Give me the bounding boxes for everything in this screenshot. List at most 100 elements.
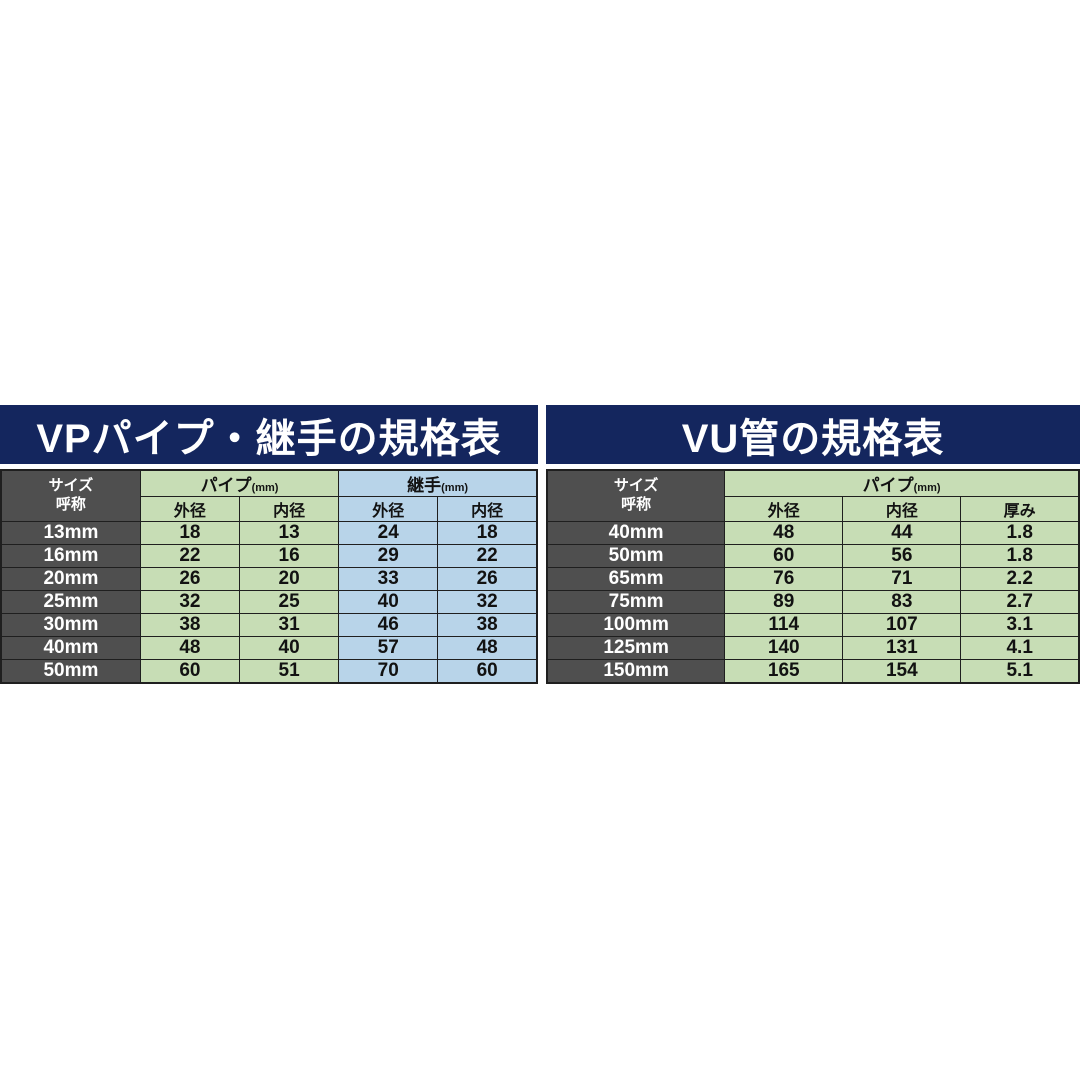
- vp-joint-od-header: 外径: [338, 496, 439, 522]
- row-size-label: 100mm: [546, 613, 726, 637]
- joint-group-label: 継手: [407, 476, 442, 495]
- pipe-thickness-value: 2.2: [960, 567, 1080, 591]
- vu-header-row-groups: サイズ 呼称 パイプ(mm): [546, 469, 1080, 522]
- joint-od-value: 33: [338, 567, 439, 591]
- joint-group-unit: (mm): [441, 482, 469, 494]
- table-row: 65mm 76 71 2.2: [546, 567, 1080, 591]
- pipe-group-label: パイプ: [200, 476, 252, 495]
- pipe-od-value: 48: [139, 636, 241, 660]
- row-size-label: 75mm: [546, 590, 726, 614]
- pipe-group-unit: (mm): [913, 482, 941, 494]
- size-header-line2: 呼称: [621, 496, 652, 513]
- table-row: 75mm 89 83 2.7: [546, 590, 1080, 614]
- vu-pipe-od-header: 外径: [724, 496, 844, 522]
- size-header-line2: 呼称: [55, 496, 86, 513]
- joint-id-value: 38: [437, 613, 538, 637]
- table-row: 25mm 32 25 40 32: [0, 590, 538, 614]
- table-row: 40mm 48 40 57 48: [0, 636, 538, 660]
- pipe-thickness-value: 4.1: [960, 636, 1080, 660]
- joint-od-value: 57: [338, 636, 439, 660]
- vu-spec-table: サイズ 呼称 パイプ(mm) 外径 内径 厚み 40mm 48 44 1.: [546, 469, 1080, 684]
- pipe-id-value: 107: [842, 613, 962, 637]
- pipe-group-label: パイプ: [862, 476, 914, 495]
- joint-id-value: 32: [437, 590, 538, 614]
- pipe-od-value: 60: [724, 544, 844, 568]
- row-size-label: 25mm: [0, 590, 141, 614]
- row-size-label: 30mm: [0, 613, 141, 637]
- pipe-group-unit: (mm): [251, 482, 279, 494]
- vu-table-block: VU管の規格表 サイズ 呼称 パイプ(mm) 外径 内径: [546, 405, 1080, 684]
- vp-header-row-groups: サイズ 呼称 パイプ(mm) 継手(mm): [0, 469, 538, 522]
- size-header-line1: サイズ: [48, 477, 94, 495]
- pipe-thickness-value: 1.8: [960, 521, 1080, 545]
- table-row: 30mm 38 31 46 38: [0, 613, 538, 637]
- vp-table-block: VPパイプ・継手の規格表 サイズ 呼称 パイプ(mm) 継手(mm): [0, 405, 538, 684]
- vp-size-column-header: サイズ 呼称: [0, 469, 141, 522]
- joint-id-value: 18: [437, 521, 538, 545]
- joint-id-value: 60: [437, 659, 538, 684]
- pipe-id-value: 83: [842, 590, 962, 614]
- vp-pipe-id-header: 内径: [239, 496, 340, 522]
- joint-id-value: 22: [437, 544, 538, 568]
- pipe-id-value: 131: [842, 636, 962, 660]
- vu-pipe-group-header: パイプ(mm): [724, 469, 1080, 497]
- table-row: 150mm 165 154 5.1: [546, 659, 1080, 684]
- joint-id-value: 48: [437, 636, 538, 660]
- row-size-label: 16mm: [0, 544, 141, 568]
- table-row: 125mm 140 131 4.1: [546, 636, 1080, 660]
- pipe-id-value: 51: [239, 659, 340, 684]
- pipe-od-value: 38: [139, 613, 241, 637]
- table-row: 20mm 26 20 33 26: [0, 567, 538, 591]
- row-size-label: 125mm: [546, 636, 726, 660]
- joint-id-value: 26: [437, 567, 538, 591]
- pipe-od-value: 89: [724, 590, 844, 614]
- row-size-label: 20mm: [0, 567, 141, 591]
- row-size-label: 40mm: [546, 521, 726, 545]
- pipe-thickness-value: 1.8: [960, 544, 1080, 568]
- vu-header-row-subcolumns: 外径 内径 厚み: [547, 496, 1080, 522]
- row-size-label: 65mm: [546, 567, 726, 591]
- table-row: 40mm 48 44 1.8: [546, 521, 1080, 545]
- pipe-id-value: 16: [239, 544, 340, 568]
- pipe-id-value: 13: [239, 521, 340, 545]
- table-row: 50mm 60 56 1.8: [546, 544, 1080, 568]
- vp-spec-table: サイズ 呼称 パイプ(mm) 継手(mm) 外径 内径 外径 内径: [0, 469, 538, 684]
- table-row: 50mm 60 51 70 60: [0, 659, 538, 684]
- pipe-id-value: 71: [842, 567, 962, 591]
- vp-joint-id-header: 内径: [437, 496, 538, 522]
- joint-od-value: 29: [338, 544, 439, 568]
- pipe-id-value: 31: [239, 613, 340, 637]
- pipe-id-value: 44: [842, 521, 962, 545]
- size-header-line1: サイズ: [613, 477, 659, 495]
- pipe-thickness-value: 5.1: [960, 659, 1080, 684]
- pipe-od-value: 22: [139, 544, 241, 568]
- pipe-id-value: 154: [842, 659, 962, 684]
- pipe-od-value: 18: [139, 521, 241, 545]
- pipe-id-value: 25: [239, 590, 340, 614]
- pipe-od-value: 114: [724, 613, 844, 637]
- pipe-od-value: 76: [724, 567, 844, 591]
- pipe-od-value: 32: [139, 590, 241, 614]
- joint-od-value: 46: [338, 613, 439, 637]
- vu-size-column-header: サイズ 呼称: [546, 469, 726, 522]
- joint-od-value: 70: [338, 659, 439, 684]
- table-row: 100mm 114 107 3.1: [546, 613, 1080, 637]
- vp-pipe-od-header: 外径: [139, 496, 241, 522]
- vu-pipe-thickness-header: 厚み: [960, 496, 1080, 522]
- pipe-id-value: 56: [842, 544, 962, 568]
- row-size-label: 50mm: [0, 659, 141, 684]
- vu-pipe-id-header: 内径: [842, 496, 962, 522]
- pipe-od-value: 26: [139, 567, 241, 591]
- pipe-od-value: 60: [139, 659, 241, 684]
- vp-table-title: VPパイプ・継手の規格表: [0, 405, 538, 464]
- pipe-thickness-value: 2.7: [960, 590, 1080, 614]
- row-size-label: 150mm: [546, 659, 726, 684]
- table-row: 13mm 18 13 24 18: [0, 521, 538, 545]
- pipe-thickness-value: 3.1: [960, 613, 1080, 637]
- vp-pipe-group-header: パイプ(mm): [139, 469, 340, 497]
- joint-od-value: 24: [338, 521, 439, 545]
- vp-header-row-subcolumns: 外径 内径 外径 内径: [1, 496, 538, 522]
- row-size-label: 13mm: [0, 521, 141, 545]
- row-size-label: 40mm: [0, 636, 141, 660]
